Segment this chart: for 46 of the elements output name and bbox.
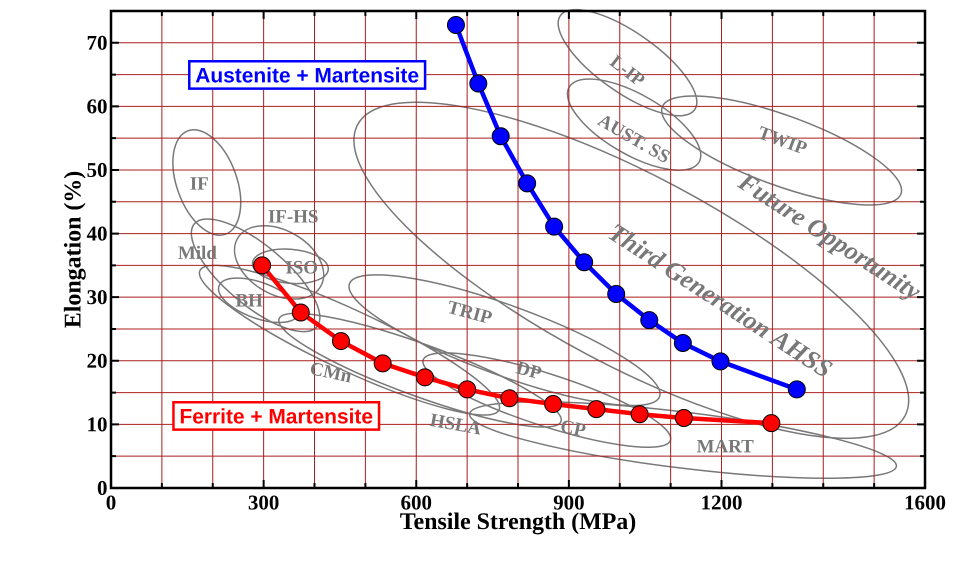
point (292, 303, 310, 322)
point (575, 253, 594, 272)
x-tick-label: 900 (554, 496, 584, 510)
point (587, 400, 606, 418)
text: Austenite + Martensite (196, 67, 418, 83)
annotation: CP (561, 420, 586, 436)
x-tick-label: 300 (248, 496, 279, 510)
point (711, 352, 730, 370)
annotation: TWIP (759, 126, 807, 154)
x-tick-label: 1200 (702, 496, 742, 510)
point (607, 285, 626, 304)
point (492, 127, 510, 146)
point (544, 395, 562, 414)
y-tick-label: 40 (86, 226, 107, 241)
y-tick-label: 70 (88, 36, 107, 50)
series-label: Ferrite + Martensite (180, 408, 372, 424)
point (253, 256, 272, 274)
annotation: TRIP (448, 300, 492, 323)
point (469, 74, 488, 92)
point (545, 218, 564, 236)
point (446, 16, 465, 34)
point (762, 414, 780, 432)
y-tick-label: 20 (87, 354, 107, 368)
annotation: HSLA (430, 414, 480, 435)
annotation: CMn (310, 362, 350, 383)
y-tick-label: 50 (87, 162, 107, 178)
point (500, 389, 518, 408)
x-tick-label: 600 (401, 496, 432, 510)
point (458, 380, 476, 398)
y-tick-label: 30 (87, 290, 107, 304)
x-axis-title: Tensile Strength (MPa) (400, 512, 636, 534)
point (518, 174, 536, 192)
annotation: IF (190, 177, 208, 190)
y-tick-label: 10 (88, 417, 107, 432)
point (674, 409, 693, 428)
y-axis-title: Elongation (%) (64, 172, 86, 328)
y-tick-label: 60 (87, 99, 107, 114)
point (374, 354, 392, 372)
point (640, 311, 658, 330)
annotation: L-IP (609, 54, 644, 84)
point (788, 380, 806, 398)
point (416, 368, 434, 386)
point (332, 332, 350, 350)
y-tick-label: 0 (98, 480, 107, 496)
x-tick-label: 1600 (906, 496, 946, 510)
point (630, 405, 649, 424)
